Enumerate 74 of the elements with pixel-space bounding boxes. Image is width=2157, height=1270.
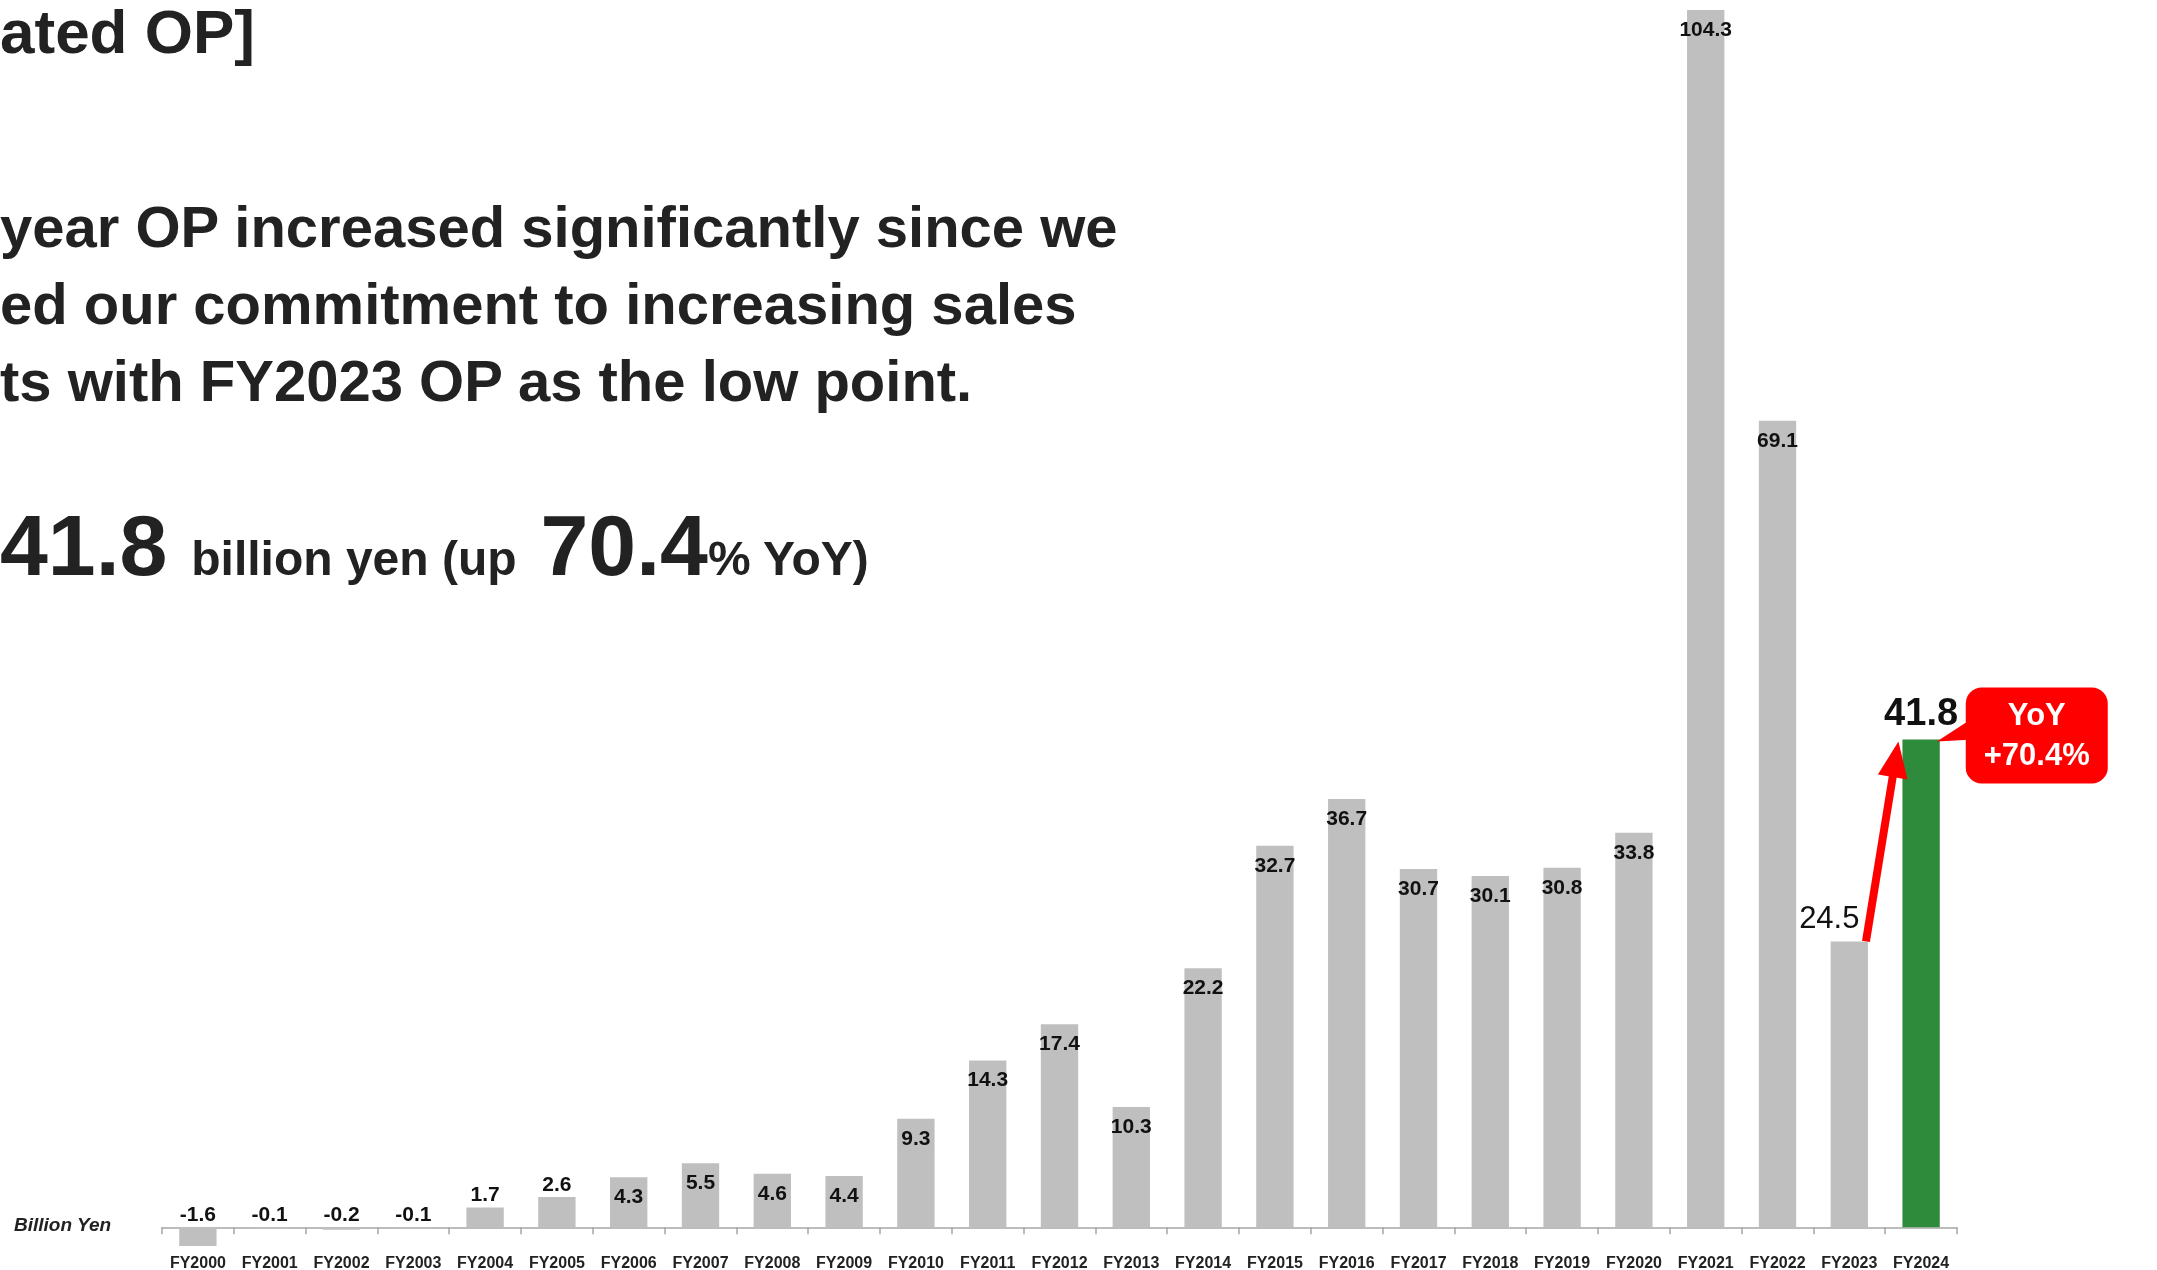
data-label: 1.7 (470, 1182, 500, 1206)
data-label: 9.3 (901, 1125, 931, 1149)
data-label: 4.3 (614, 1184, 644, 1208)
data-label: 104.3 (1679, 17, 1732, 40)
data-label: -0.1 (251, 1202, 289, 1226)
x-tick-label: FY2000 (169, 1253, 227, 1270)
data-label: 41.8 (1884, 691, 1959, 734)
x-tick-label: FY2022 (1749, 1253, 1806, 1270)
bar (538, 1196, 576, 1228)
x-tick-label: FY2009 (816, 1253, 873, 1270)
bar (1830, 941, 1868, 1228)
text: year OP increased significantly since we ed our commitment to increasing sales ts with FY2023 OP as the low point. (0, 194, 1118, 413)
data-label: 36.7 (1326, 805, 1368, 829)
x-tick-label: FY2004 (457, 1253, 514, 1270)
bar (1902, 739, 1940, 1228)
bar (1399, 869, 1438, 1228)
data-label: 4.6 (757, 1180, 787, 1204)
x-tick-label: FY2005 (528, 1253, 586, 1270)
data-label: 10.3 (1110, 1114, 1152, 1138)
x-tick-label: FY2003 (385, 1253, 442, 1270)
bar (969, 1060, 1007, 1228)
x-tick-label: FY2014 (1175, 1253, 1232, 1270)
x-tick-label: FY2015 (1246, 1253, 1304, 1270)
bar (466, 1207, 504, 1228)
bar (1471, 876, 1509, 1228)
data-label: 24.5 (1799, 900, 1860, 936)
x-tick-label: FY2019 (1534, 1253, 1591, 1270)
x-tick-label: FY2002 (313, 1253, 370, 1270)
bar (1256, 845, 1294, 1228)
x-tick-label: FY2024 (1893, 1253, 1950, 1270)
x-tick-label: FY2010 (887, 1253, 945, 1270)
x-tick-label: FY2018 (1462, 1253, 1519, 1270)
x-tick-label: FY2001 (241, 1253, 298, 1270)
data-label: 17.4 (1039, 1031, 1081, 1055)
x-tick-label: FY2012 (1031, 1253, 1088, 1270)
bar (1040, 1024, 1079, 1228)
x-tick-label: FY2008 (744, 1253, 801, 1270)
data-label: 5.5 (685, 1170, 716, 1194)
data-label: 4.4 (829, 1182, 860, 1206)
data-label: -0.1 (395, 1202, 432, 1226)
bar (1758, 420, 1797, 1228)
annotation: YoY +70.4% (1983, 697, 2090, 773)
data-label: 2.6 (542, 1171, 572, 1195)
data-label: 14.3 (967, 1067, 1009, 1091)
data-label: -0.2 (323, 1202, 360, 1226)
data-label: 30.1 (1469, 883, 1512, 907)
bar (1615, 832, 1653, 1228)
data-label: 22.2 (1182, 975, 1224, 999)
bar (322, 1227, 361, 1230)
x-tick-label: FY2023 (1821, 1253, 1878, 1270)
x-tick-label: FY2021 (1677, 1253, 1734, 1270)
bar (1328, 798, 1366, 1228)
x-tick-label: FY2013 (1103, 1253, 1160, 1270)
x-tick-label: FY2017 (1390, 1253, 1447, 1270)
x-tick-label: FY2006 (600, 1253, 657, 1270)
data-label: 33.8 (1613, 839, 1655, 863)
bar (1112, 1107, 1150, 1228)
bar (1184, 968, 1222, 1228)
bar (179, 1227, 217, 1246)
bar (897, 1118, 935, 1228)
data-label: -1.6 (179, 1202, 216, 1226)
x-tick-label: FY2011 (960, 1253, 1016, 1270)
x-tick-label: FY2007 (672, 1253, 729, 1270)
x-tick-label: FY2020 (1605, 1253, 1663, 1270)
bar (825, 1175, 863, 1228)
data-label: 69.1 (1757, 427, 1799, 451)
chart-title: ated OP] (0, 0, 255, 66)
data-label: 30.8 (1541, 874, 1583, 898)
bar (1543, 867, 1581, 1228)
data-label: 32.7 (1254, 852, 1296, 876)
data-label: 30.7 (1398, 876, 1439, 900)
x-tick-label: FY2016 (1318, 1253, 1375, 1270)
annotation: 41.8 billion yen (up 70.4% YoY) (0, 497, 869, 593)
y-axis-title: Billion Yen (14, 1213, 112, 1235)
